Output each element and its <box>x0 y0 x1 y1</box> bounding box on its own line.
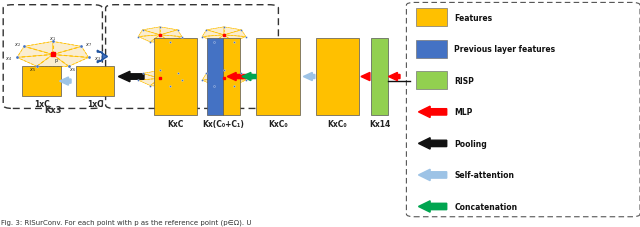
Polygon shape <box>160 36 182 43</box>
Polygon shape <box>224 36 246 43</box>
FancyArrow shape <box>242 73 256 81</box>
FancyArrow shape <box>60 78 71 86</box>
Text: 1xC: 1xC <box>87 100 102 109</box>
FancyArrow shape <box>419 107 447 118</box>
Polygon shape <box>138 74 160 81</box>
Text: 1xC: 1xC <box>34 100 49 109</box>
Polygon shape <box>202 79 224 86</box>
Text: KxC₀: KxC₀ <box>328 119 347 128</box>
Text: Kx14: Kx14 <box>369 119 390 128</box>
Polygon shape <box>224 28 241 36</box>
Polygon shape <box>143 71 160 79</box>
FancyBboxPatch shape <box>76 67 114 96</box>
Polygon shape <box>53 42 81 55</box>
Text: p: p <box>54 57 58 62</box>
Polygon shape <box>202 36 224 43</box>
Polygon shape <box>17 55 53 67</box>
FancyArrow shape <box>303 73 315 81</box>
Text: $x_4$: $x_4$ <box>4 55 12 63</box>
FancyArrow shape <box>361 73 370 81</box>
Polygon shape <box>160 74 182 81</box>
Text: MLP: MLP <box>454 108 473 117</box>
FancyArrow shape <box>419 138 447 149</box>
Text: KxC₀: KxC₀ <box>268 119 287 128</box>
Text: Previous layer features: Previous layer features <box>454 45 556 54</box>
Polygon shape <box>24 42 53 55</box>
Polygon shape <box>143 28 160 36</box>
Text: RISP: RISP <box>454 76 474 85</box>
FancyArrow shape <box>227 73 253 81</box>
Polygon shape <box>207 71 224 79</box>
Polygon shape <box>224 31 246 37</box>
Polygon shape <box>37 55 68 67</box>
Polygon shape <box>138 31 160 37</box>
Text: Kx(C₀+C₁): Kx(C₀+C₁) <box>202 119 244 128</box>
FancyBboxPatch shape <box>22 67 61 96</box>
Polygon shape <box>202 31 224 37</box>
Text: KxC: KxC <box>167 119 184 128</box>
Text: $x_6$: $x_6$ <box>69 66 76 74</box>
FancyArrow shape <box>118 72 144 82</box>
Polygon shape <box>150 36 170 43</box>
FancyBboxPatch shape <box>316 39 359 116</box>
Text: Self-attention: Self-attention <box>454 171 515 180</box>
Polygon shape <box>138 79 160 86</box>
Polygon shape <box>224 74 246 81</box>
Polygon shape <box>202 74 224 81</box>
Polygon shape <box>53 55 88 67</box>
Text: $x_3$: $x_3$ <box>94 55 101 63</box>
FancyBboxPatch shape <box>371 39 388 116</box>
FancyBboxPatch shape <box>406 3 640 217</box>
FancyArrow shape <box>419 201 447 212</box>
Polygon shape <box>214 79 234 86</box>
Polygon shape <box>160 31 182 37</box>
FancyBboxPatch shape <box>207 39 223 116</box>
Polygon shape <box>207 28 224 36</box>
Text: Kx3: Kx3 <box>44 106 62 114</box>
Text: $x_1$: $x_1$ <box>49 35 56 43</box>
Text: Fig. 3: RISurConv. For each point with p as the reference point (p∈Ω). U: Fig. 3: RISurConv. For each point with p… <box>1 218 252 225</box>
FancyBboxPatch shape <box>223 39 240 116</box>
Text: Features: Features <box>454 14 493 23</box>
Text: $x_2$: $x_2$ <box>13 41 20 49</box>
Polygon shape <box>160 79 182 86</box>
FancyArrow shape <box>419 170 447 181</box>
FancyBboxPatch shape <box>416 40 447 59</box>
FancyBboxPatch shape <box>416 9 447 27</box>
FancyBboxPatch shape <box>154 39 197 116</box>
Text: Concatenation: Concatenation <box>454 202 518 211</box>
Polygon shape <box>224 79 246 86</box>
Text: Pooling: Pooling <box>454 139 487 148</box>
FancyBboxPatch shape <box>416 72 447 90</box>
Text: $x_7$: $x_7$ <box>85 41 92 49</box>
Polygon shape <box>160 71 177 79</box>
Polygon shape <box>138 36 160 43</box>
FancyArrow shape <box>388 73 400 81</box>
Text: $x_5$: $x_5$ <box>29 66 36 74</box>
Polygon shape <box>160 28 177 36</box>
Polygon shape <box>150 79 170 86</box>
FancyBboxPatch shape <box>256 39 300 116</box>
Polygon shape <box>224 71 241 79</box>
Polygon shape <box>17 47 53 58</box>
Polygon shape <box>214 36 234 43</box>
FancyArrow shape <box>97 51 108 63</box>
Polygon shape <box>53 47 88 58</box>
